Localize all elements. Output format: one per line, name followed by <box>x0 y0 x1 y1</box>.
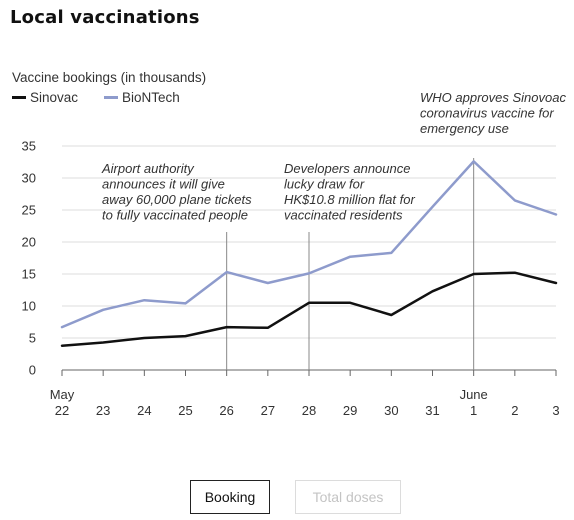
y-tick-label: 20 <box>22 235 36 250</box>
x-tick-label: 3 <box>552 403 559 418</box>
legend-label-sinovac: Sinovac <box>30 90 79 105</box>
x-tick-label: 22 <box>55 403 69 418</box>
series-lines <box>60 160 558 347</box>
x-tick-label: 31 <box>425 403 439 418</box>
x-month-label: May <box>50 387 75 402</box>
y-tick-label: 10 <box>22 299 36 314</box>
annotation-lines <box>226 158 475 370</box>
booking-button[interactable]: Booking <box>190 480 270 514</box>
x-tick-label: 30 <box>384 403 398 418</box>
annotation-text: away 60,000 plane tickets <box>102 192 252 207</box>
y-tick-label: 0 <box>29 363 36 378</box>
chart-title: Local vaccinations <box>10 7 200 28</box>
annotation-text: to fully vaccinated people <box>102 208 248 223</box>
x-tick-label: 2 <box>511 403 518 418</box>
legend-swatch-sinovac <box>12 96 26 99</box>
annotation-text: announces it will give <box>102 177 225 192</box>
y-tick-label: 15 <box>22 267 36 282</box>
series-line-biontech <box>60 160 558 329</box>
x-tick-label: 25 <box>178 403 192 418</box>
annotation-text: Developers announce <box>284 161 410 176</box>
y-tick-label: 5 <box>29 331 36 346</box>
legend: Sinovac BioNTech <box>12 90 206 105</box>
x-tick-label: 29 <box>343 403 357 418</box>
annotation-text: lucky draw for <box>284 177 365 192</box>
y-tick-label: 30 <box>22 171 36 186</box>
x-tick-label: 1 <box>470 403 477 418</box>
x-tick-label: 26 <box>219 403 233 418</box>
annotation-text: HK$10.8 million flat for <box>284 192 415 207</box>
y-tick-label: 35 <box>22 139 36 154</box>
annotation-text: coronavirus vaccine for <box>420 106 554 121</box>
x-tick-label: 23 <box>96 403 110 418</box>
x-tick-label: 28 <box>302 403 316 418</box>
annotation-text: emergency use <box>420 121 509 136</box>
x-month-label: June <box>460 387 488 402</box>
annotation-text: Airport authority <box>101 161 195 176</box>
legend-item-sinovac: Sinovac <box>12 90 78 105</box>
legend-label-biontech: BioNTech <box>122 90 180 105</box>
annotation-text: WHO approves Sinovoac <box>420 90 566 105</box>
y-ticks: 0 5 10 15 20 25 30 35 <box>22 139 36 378</box>
legend-swatch-biontech <box>104 96 119 99</box>
y-tick-label: 25 <box>22 203 36 218</box>
total-doses-button[interactable]: Total doses <box>295 480 401 514</box>
x-tick-label: 27 <box>261 403 275 418</box>
series-line-sinovac <box>60 271 558 347</box>
y-axis-label: Vaccine bookings (in thousands) <box>12 70 207 85</box>
annotation-text: vaccinated residents <box>284 208 403 223</box>
legend-item-biontech: BioNTech <box>104 90 180 105</box>
x-tick-label: 24 <box>137 403 151 418</box>
